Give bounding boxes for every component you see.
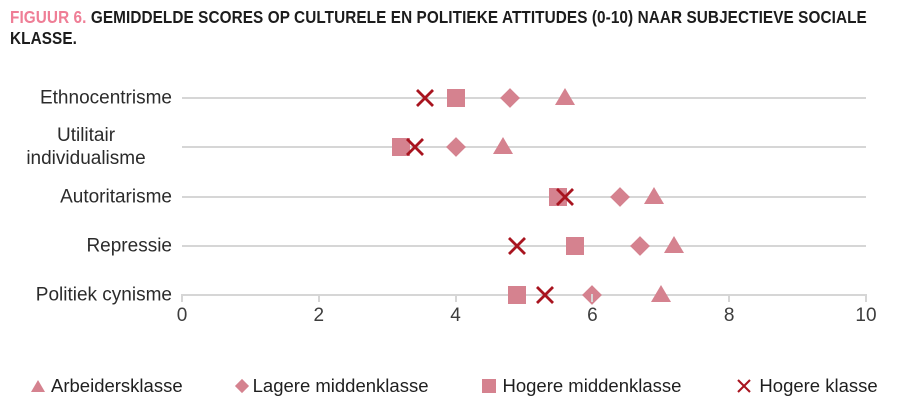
category-gridline [182, 244, 866, 247]
marker-triangle-icon [664, 235, 685, 253]
x-axis-tick [181, 294, 183, 302]
x-axis-tick-label: 8 [723, 305, 735, 326]
marker-triangle-icon [31, 380, 45, 392]
legend-label: Hogere klasse [759, 375, 878, 396]
category-label-utilitair-individualisme: Utilitair individualisme [26, 125, 146, 170]
x-axis-tick [728, 294, 731, 302]
marker-square-icon [482, 379, 497, 393]
category-label-politiek-cynisme: Politiek cynisme [35, 284, 172, 306]
x-axis-tick [865, 294, 867, 302]
marker-cross-icon [533, 283, 557, 307]
marker-square-icon [446, 89, 465, 107]
x-axis-tick [454, 294, 457, 302]
figure-title: FIGUUR 6. GEMIDDELDE SCORES OP CULTURELE… [10, 7, 889, 49]
x-axis-tick-label: 10 [855, 305, 877, 326]
marker-triangle-icon [650, 285, 671, 302]
legend-label: Hogere middenklasse [502, 375, 682, 396]
marker-square-icon [508, 286, 527, 304]
x-axis-tick [591, 294, 594, 302]
category-gridline [182, 195, 866, 198]
figure-title-text: GEMIDDELDE SCORES OP CULTURELE EN POLITI… [10, 7, 867, 48]
category-gridline [182, 146, 866, 149]
marker-cross-icon [735, 377, 753, 395]
marker-triangle-icon [493, 137, 514, 155]
legend: Arbeidersklasse Lagere middenklasse Hogere… [31, 371, 894, 401]
legend-item-hogere-klasse: Hogere klasse [735, 375, 878, 397]
marker-diamond-icon [630, 235, 651, 256]
marker-square-icon [391, 138, 410, 157]
marker-cross-icon [413, 86, 437, 110]
legend-item-arbeidersklasse: Arbeidersklasse [31, 375, 183, 397]
marker-cross-icon [553, 185, 577, 209]
x-axis-tick-label: 6 [587, 305, 598, 326]
legend-label: Lagere middenklasse [252, 375, 429, 396]
marker-diamond-icon [234, 378, 249, 394]
legend-label: Arbeidersklasse [51, 375, 183, 396]
legend-item-lagere-middenklasse: Lagere middenklasse [234, 375, 429, 397]
marker-square-icon [566, 236, 585, 255]
category-label-autoritarisme: Autoritarisme [60, 186, 172, 207]
x-axis-tick [317, 294, 320, 302]
marker-cross-icon [403, 135, 427, 159]
x-axis-tick-label: 0 [176, 305, 188, 326]
legend-item-hogere-middenklasse: Hogere middenklasse [482, 375, 681, 397]
marker-diamond-icon [609, 186, 630, 207]
marker-triangle-icon [555, 88, 576, 105]
marker-square-icon [549, 187, 568, 206]
figure-number: FIGUUR 6. [10, 7, 87, 27]
marker-triangle-icon [643, 186, 664, 204]
marker-diamond-icon [500, 88, 521, 108]
marker-cross-icon [505, 234, 529, 258]
category-gridline [182, 97, 866, 99]
category-label-repressie: Repressie [86, 235, 172, 257]
category-label-ethnocentrisme: Ethnocentrisme [39, 87, 172, 109]
x-axis-tick-label: 2 [313, 305, 325, 326]
x-axis-tick-label: 4 [450, 305, 461, 326]
marker-diamond-icon [445, 137, 466, 158]
